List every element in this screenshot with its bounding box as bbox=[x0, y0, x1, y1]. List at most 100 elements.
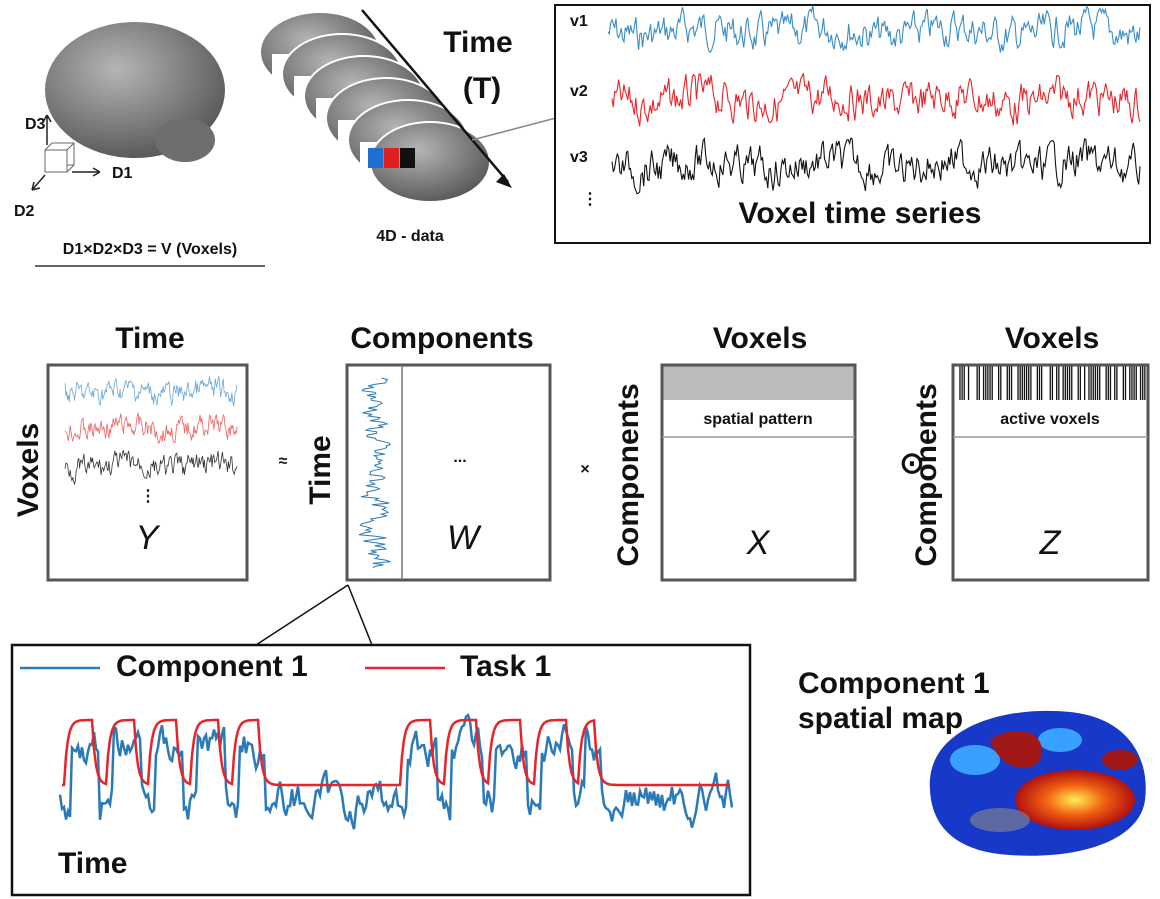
bar-stripe bbox=[959, 366, 961, 400]
bar-stripe bbox=[1122, 366, 1124, 400]
bar-stripe bbox=[1094, 366, 1097, 400]
col-label: Voxels bbox=[713, 322, 808, 355]
trace bbox=[607, 4, 1141, 54]
matrix-w bbox=[345, 363, 552, 582]
time-label: (T) bbox=[463, 72, 501, 105]
trace bbox=[611, 136, 1141, 195]
bar-stripe bbox=[978, 366, 980, 400]
bar-stripe bbox=[1068, 366, 1071, 400]
bar-stripe bbox=[1056, 366, 1058, 400]
bar-stripe bbox=[1105, 366, 1107, 400]
bar-stripe bbox=[1036, 366, 1038, 400]
bar-stripe bbox=[1028, 366, 1030, 400]
legend-label: Task 1 bbox=[460, 650, 551, 683]
bar-stripe bbox=[976, 366, 978, 400]
bar-stripe bbox=[1092, 366, 1094, 400]
row-label: v1 bbox=[570, 13, 588, 30]
bar-stripe bbox=[1071, 366, 1073, 400]
col-label: Voxels bbox=[1005, 322, 1100, 355]
component-trace bbox=[58, 713, 734, 830]
bar-stripe bbox=[1058, 366, 1060, 400]
task-trace bbox=[62, 718, 730, 787]
row-label: ⋮ bbox=[582, 191, 598, 208]
trace bbox=[611, 72, 1141, 127]
row-label: v3 bbox=[570, 149, 588, 166]
component-trace bbox=[358, 377, 392, 569]
zoom-box bbox=[10, 643, 752, 897]
operator: ⊙ bbox=[899, 447, 924, 480]
bar-stripe bbox=[967, 366, 970, 400]
bar-stripe bbox=[1023, 366, 1026, 400]
bar-stripe bbox=[1021, 366, 1023, 400]
arrow-head bbox=[496, 174, 512, 188]
axis-label: D1 bbox=[112, 165, 133, 182]
col-label: Components bbox=[350, 322, 533, 355]
time-label: Time bbox=[443, 26, 512, 59]
symbol: W bbox=[447, 519, 482, 557]
map-title: spatial map bbox=[798, 702, 963, 735]
bar-stripe bbox=[1090, 366, 1092, 400]
axis-label: D2 bbox=[14, 203, 35, 220]
bar-stripe bbox=[1077, 366, 1079, 400]
row-label: Components bbox=[910, 383, 943, 566]
operator: ≈ bbox=[279, 453, 288, 470]
row-label: v2 bbox=[570, 83, 588, 100]
box-title: Voxel time series bbox=[739, 197, 982, 230]
brain-stack bbox=[250, 11, 491, 203]
voxel-box bbox=[554, 4, 1151, 244]
matrix-x bbox=[660, 363, 857, 582]
connector bbox=[471, 117, 557, 141]
bar-stripe bbox=[1000, 366, 1002, 400]
bar-stripe bbox=[1006, 366, 1008, 400]
more: ⋮ bbox=[140, 488, 156, 505]
bar-stripe bbox=[985, 366, 987, 400]
col-label: Time bbox=[115, 322, 184, 355]
ellipsis: ... bbox=[453, 449, 466, 466]
bar-stripe bbox=[1064, 366, 1066, 400]
bar-stripe bbox=[1114, 366, 1116, 400]
voxel-cube bbox=[400, 148, 415, 168]
bar-stripe bbox=[1096, 366, 1099, 400]
bar-stripe bbox=[1017, 366, 1019, 400]
row-label: Components bbox=[612, 383, 645, 566]
band-label: active voxels bbox=[1000, 411, 1100, 428]
trace bbox=[64, 375, 238, 407]
bar-stripe bbox=[1084, 366, 1086, 400]
x-label: Time bbox=[58, 847, 127, 880]
trace bbox=[64, 449, 238, 486]
formula: D1×D2×D3 = V (Voxels) bbox=[63, 241, 237, 258]
bar-stripe bbox=[1010, 366, 1013, 400]
bar-stripe bbox=[1144, 366, 1146, 400]
bar-stripe bbox=[1133, 366, 1135, 400]
matrix-z bbox=[951, 363, 1150, 582]
time-arrow bbox=[361, 9, 509, 183]
axis-label: D3 bbox=[25, 116, 46, 133]
bar-stripe bbox=[1142, 366, 1144, 400]
trace bbox=[64, 412, 238, 445]
bar-stripe bbox=[961, 366, 963, 400]
bar-stripe bbox=[1124, 366, 1127, 400]
bar-stripe bbox=[1109, 366, 1112, 400]
symbol: X bbox=[746, 524, 771, 562]
bar-stripe bbox=[1049, 366, 1051, 400]
bar-stripe bbox=[989, 366, 991, 400]
row-label: Voxels bbox=[12, 423, 45, 518]
voxel-cube bbox=[384, 148, 399, 168]
voxel-cube bbox=[368, 148, 383, 168]
bar-stripe bbox=[991, 366, 993, 400]
brain-volume bbox=[31, 22, 225, 191]
bar-stripe bbox=[1135, 366, 1137, 400]
bar-stripe bbox=[1051, 366, 1054, 400]
bar-stripe bbox=[1025, 366, 1028, 400]
row-label: Time bbox=[304, 435, 337, 504]
zoom-lines bbox=[255, 584, 373, 646]
bar-stripe bbox=[1088, 366, 1090, 400]
bar-stripe bbox=[1062, 366, 1064, 400]
bar-stripe bbox=[1079, 366, 1081, 400]
symbol: Y bbox=[136, 519, 161, 557]
bar-stripe bbox=[1139, 366, 1142, 400]
stack-label: 4D - data bbox=[376, 228, 444, 245]
bar-stripe bbox=[998, 366, 1000, 400]
bar-stripe bbox=[1030, 366, 1032, 400]
zoom-traces bbox=[58, 713, 734, 830]
